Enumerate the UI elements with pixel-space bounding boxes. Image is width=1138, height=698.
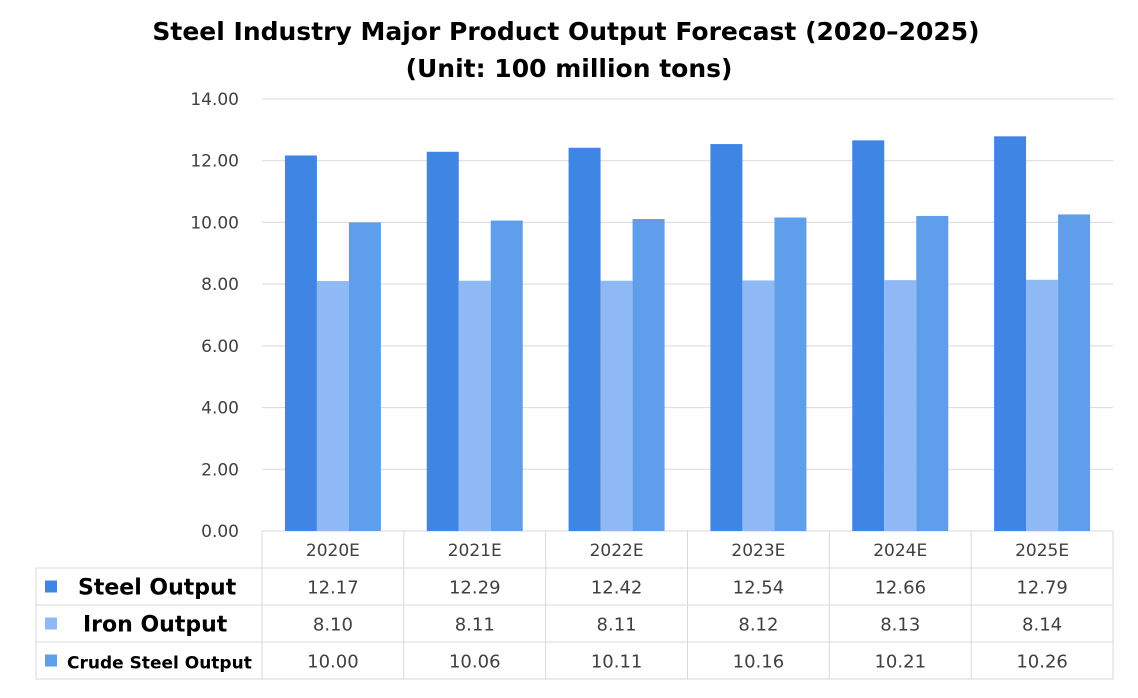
x-tick-label: 2020E: [306, 541, 360, 561]
bar-crude-2020E: [348, 222, 381, 531]
data-label: 12.42: [591, 578, 643, 599]
bar-steel-2023E: [710, 144, 743, 531]
bars: [284, 136, 1091, 532]
x-tick-label: 2023E: [731, 541, 785, 561]
bar-crude-2025E: [1058, 214, 1091, 532]
legend-label-iron: Iron Output: [83, 613, 228, 638]
bar-crude-2023E: [774, 217, 807, 531]
bar-iron-2022E: [600, 280, 633, 531]
y-tick-label: 0.00: [201, 522, 239, 542]
data-label: 10.16: [733, 652, 785, 673]
bar-crude-2022E: [632, 219, 665, 531]
x-tick-label: 2022E: [590, 541, 644, 561]
bar-steel-2021E: [426, 151, 459, 531]
y-axis-tick-labels: 0.00 2.00 4.00 6.00 8.00 10.00 12.00 14.00: [190, 90, 239, 542]
data-label: 8.11: [597, 615, 637, 636]
legend-swatch-crude: [45, 654, 57, 667]
data-label: 8.14: [1022, 615, 1062, 636]
bar-iron-2021E: [458, 280, 491, 531]
y-tick-label: 2.00: [201, 460, 239, 480]
y-tick-label: 4.00: [201, 399, 239, 419]
data-label: 8.11: [455, 615, 495, 636]
y-tick-label: 8.00: [201, 275, 239, 295]
legend-swatch-iron: [45, 617, 57, 630]
gridlines: [262, 98, 1113, 532]
x-tick-label: 2025E: [1015, 541, 1069, 561]
bar-crude-2021E: [490, 220, 523, 531]
legend-label-crude: Crude Steel Output: [67, 654, 252, 674]
data-label: 12.17: [307, 578, 359, 599]
bar-steel-2022E: [568, 147, 601, 532]
data-label: 10.00: [307, 652, 359, 673]
bar-steel-2024E: [852, 140, 885, 531]
bar-iron-2023E: [742, 280, 775, 531]
bar-steel-2025E: [994, 136, 1027, 531]
x-tick-label: 2021E: [448, 541, 502, 561]
data-label: 10.21: [874, 652, 926, 673]
y-tick-label: 14.00: [190, 90, 239, 110]
x-tick-label: 2024E: [873, 541, 927, 561]
data-label: 8.13: [880, 615, 920, 636]
bar-crude-2024E: [916, 215, 949, 531]
y-tick-label: 10.00: [190, 213, 239, 233]
chart-title: Steel Industry Major Product Output Fore…: [152, 17, 979, 46]
legend-label-steel: Steel Output: [78, 576, 237, 601]
data-label: 10.06: [449, 652, 501, 673]
data-table: 2020E 2021E 2022E 2023E 2024E 2025E Steel Outp…: [35, 531, 1114, 680]
bar-iron-2025E: [1026, 279, 1059, 531]
chart-subtitle: (Unit: 100 million tons): [406, 54, 733, 83]
data-label: 10.26: [1016, 652, 1068, 673]
data-label: 12.66: [874, 578, 926, 599]
data-label: 8.10: [313, 615, 353, 636]
bar-steel-2020E: [284, 155, 317, 531]
data-label: 12.54: [733, 578, 785, 599]
data-label: 12.29: [449, 578, 501, 599]
bar-iron-2024E: [884, 280, 917, 531]
y-tick-label: 6.00: [201, 337, 239, 357]
legend-swatch-steel: [45, 580, 57, 593]
data-label: 10.11: [591, 652, 643, 673]
data-label: 8.12: [738, 615, 778, 636]
data-label: 12.79: [1016, 578, 1068, 599]
y-tick-label: 12.00: [190, 152, 239, 172]
bar-iron-2020E: [316, 281, 349, 531]
